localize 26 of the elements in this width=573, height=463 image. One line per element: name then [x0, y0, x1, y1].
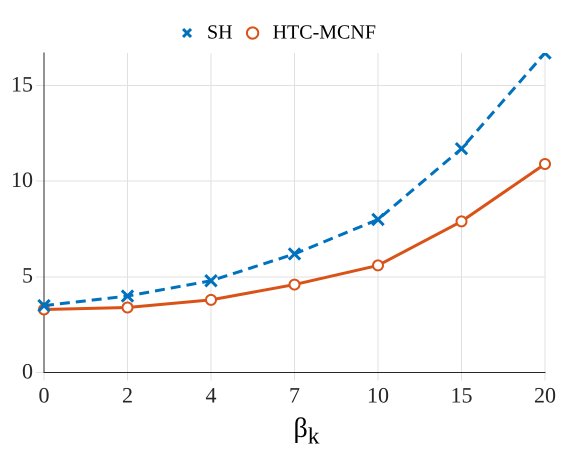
point [288, 278, 300, 291]
point [36, 298, 52, 313]
x-tick-label: 10 [367, 382, 389, 408]
point [287, 246, 302, 262]
y-tick-label: 5 [22, 262, 33, 288]
point [372, 259, 384, 272]
x-tick-label: 2 [122, 382, 133, 408]
x-tick-label: 0 [38, 382, 50, 408]
y-tick-label: 15 [11, 71, 33, 96]
point [122, 302, 134, 314]
legend-label: SH [207, 21, 233, 44]
y-tick-label: 10 [11, 167, 33, 192]
point [370, 212, 386, 227]
x-tick-label: 7 [289, 382, 300, 408]
x-tick-label: 15 [450, 382, 472, 408]
point [539, 158, 551, 170]
point [120, 288, 135, 304]
point [456, 215, 468, 228]
legend-label: HTC-MCNF [272, 21, 376, 44]
x-axis-title: β$_{k}$ [292, 413, 320, 451]
point [204, 274, 218, 288]
x-tick-label: 20 [534, 382, 556, 408]
y-tick-label: 0 [22, 358, 33, 384]
point [454, 142, 469, 156]
point [205, 294, 217, 306]
x-tick-label: 4 [206, 382, 216, 408]
